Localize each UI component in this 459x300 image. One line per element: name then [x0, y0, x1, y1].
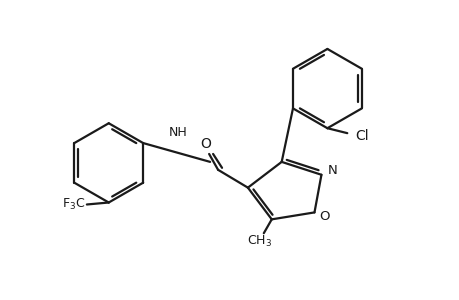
Text: CH$_3$: CH$_3$: [247, 234, 272, 249]
Text: F$_3$C: F$_3$C: [62, 197, 85, 212]
Text: Cl: Cl: [354, 129, 368, 143]
Text: N: N: [327, 164, 336, 177]
Text: O: O: [200, 137, 211, 151]
Text: O: O: [319, 210, 329, 223]
Text: NH: NH: [168, 126, 187, 139]
